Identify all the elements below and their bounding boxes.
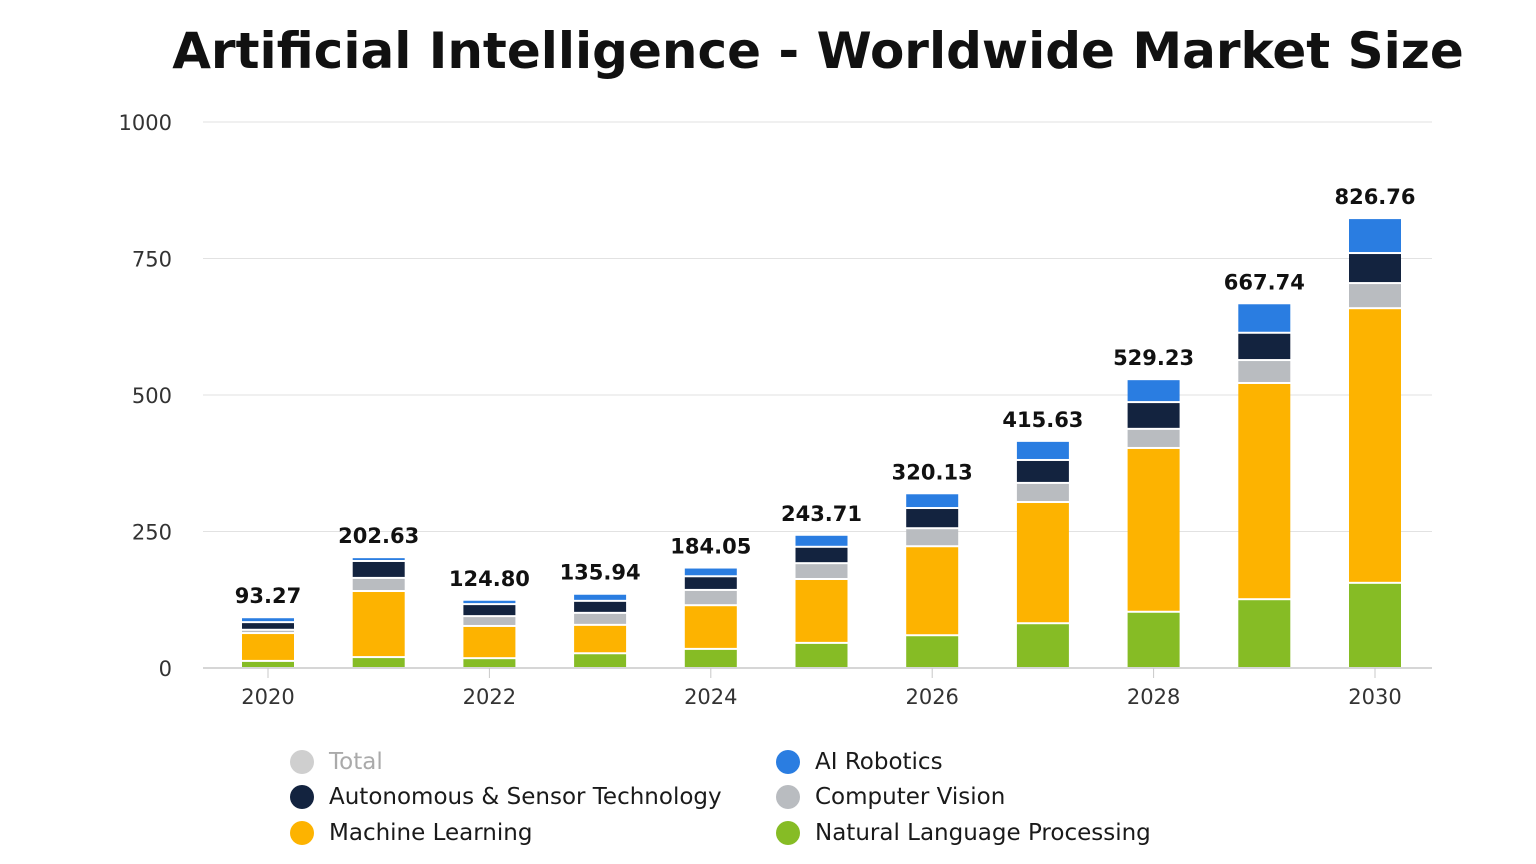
bar-segment-computer-vision <box>684 590 737 605</box>
legend-dot-icon <box>776 821 800 845</box>
legend-item-machine-learning[interactable]: Machine Learning <box>290 820 532 846</box>
data-label-total: 320.13 <box>892 460 973 484</box>
data-label-total: 826.76 <box>1334 185 1415 209</box>
y-tick-label: 250 <box>132 521 172 545</box>
bar-segment-machine-learning <box>352 592 405 657</box>
bar-segment-machine-learning <box>1016 503 1069 623</box>
bar-segment-autonomous-sensor-technology <box>1238 333 1291 360</box>
data-label-total: 667.74 <box>1224 270 1305 294</box>
bar-segment-natural-language-processing <box>906 636 959 667</box>
chart-title: Artificial Intelligence - Worldwide Mark… <box>172 22 1464 80</box>
bar-segment-ai-robotics <box>574 594 627 600</box>
bar-segment-natural-language-processing <box>1127 612 1180 667</box>
legend-label: Autonomous & Sensor Technology <box>329 784 722 810</box>
data-label-total: 184.05 <box>670 535 751 559</box>
bar-segment-computer-vision <box>795 564 848 579</box>
bar-segment-ai-robotics <box>906 494 959 508</box>
y-tick-label: 500 <box>132 384 172 408</box>
legend-label: Machine Learning <box>329 820 533 846</box>
bar-segment-ai-robotics <box>242 618 294 622</box>
bar-segment-computer-vision <box>1238 361 1291 382</box>
bar-segment-machine-learning <box>906 547 959 635</box>
bar-segment-natural-language-processing <box>242 661 294 667</box>
legend-item-computer-vision[interactable]: Computer Vision <box>776 784 1005 810</box>
bar-segment-ai-robotics <box>1016 441 1069 459</box>
legend-label: Natural Language Processing <box>815 820 1151 846</box>
bar-segment-natural-language-processing <box>1349 583 1401 667</box>
x-tick-label: 2020 <box>241 685 294 709</box>
bar-segment-computer-vision <box>906 529 959 546</box>
bar-segment-ai-robotics <box>352 558 405 560</box>
bar-segment-computer-vision <box>352 578 405 591</box>
bar-segment-computer-vision <box>1127 429 1180 447</box>
bar-segment-ai-robotics <box>1238 304 1291 332</box>
legend-dot-icon <box>290 821 314 845</box>
data-label-total: 135.94 <box>560 561 641 585</box>
bar-segment-autonomous-sensor-technology <box>1127 403 1180 428</box>
legend-label: Computer Vision <box>815 784 1006 810</box>
bar-segment-autonomous-sensor-technology <box>795 547 848 563</box>
bar-segment-natural-language-processing <box>463 659 516 667</box>
bar-segment-machine-learning <box>574 625 627 653</box>
bar-segment-natural-language-processing <box>574 654 627 667</box>
x-tick-label: 2026 <box>905 685 958 709</box>
legend-label: AI Robotics <box>815 749 943 775</box>
bar-segment-ai-robotics <box>1349 219 1401 253</box>
legend-item-autonomous-sensor[interactable]: Autonomous & Sensor Technology <box>290 784 722 810</box>
bar-segment-machine-learning <box>684 606 737 648</box>
bar-segment-computer-vision <box>574 613 627 624</box>
legend-dot-icon <box>776 750 800 774</box>
y-tick-label: 750 <box>132 248 172 272</box>
bar-segment-autonomous-sensor-technology <box>1349 254 1401 283</box>
bar-segment-machine-learning <box>463 626 516 658</box>
data-label-total: 529.23 <box>1113 346 1194 370</box>
bar-segment-ai-robotics <box>795 535 848 546</box>
legend-dot-icon <box>290 750 314 774</box>
bar-segment-natural-language-processing <box>795 643 848 667</box>
bar-segment-natural-language-processing <box>684 649 737 667</box>
bar-segment-autonomous-sensor-technology <box>574 601 627 612</box>
bar-segment-machine-learning <box>795 580 848 642</box>
bar-segment-machine-learning <box>1238 383 1291 599</box>
x-tick-label: 2028 <box>1127 685 1180 709</box>
bar-segment-natural-language-processing <box>1016 624 1069 667</box>
bar-segment-autonomous-sensor-technology <box>352 561 405 577</box>
x-tick-label: 2022 <box>463 685 516 709</box>
bar-segment-natural-language-processing <box>352 658 405 667</box>
data-label-total: 202.63 <box>338 524 419 548</box>
legend-item-ai-robotics[interactable]: AI Robotics <box>776 749 943 775</box>
data-label-total: 243.71 <box>781 502 862 526</box>
y-tick-label: 1000 <box>119 111 172 135</box>
legend-item-total[interactable]: Total <box>290 749 383 775</box>
y-tick-label: 0 <box>159 657 172 681</box>
x-tick-label: 2024 <box>684 685 737 709</box>
bar-segment-autonomous-sensor-technology <box>463 605 516 616</box>
bar-segment-ai-robotics <box>684 568 737 576</box>
legend-dot-icon <box>290 785 314 809</box>
bar-segment-computer-vision <box>463 617 516 625</box>
bar-segment-autonomous-sensor-technology <box>684 577 737 589</box>
bar-segment-computer-vision <box>242 630 294 633</box>
data-label-total: 124.80 <box>449 567 530 591</box>
bar-segment-machine-learning <box>1127 448 1180 611</box>
bar-segment-autonomous-sensor-technology <box>242 623 294 629</box>
data-label-total: 415.63 <box>1002 408 1083 432</box>
bar-segment-computer-vision <box>1349 284 1401 308</box>
bar-segment-ai-robotics <box>463 600 516 604</box>
bar-segment-natural-language-processing <box>1238 600 1291 667</box>
bar-segment-computer-vision <box>1016 483 1069 502</box>
bar-segment-ai-robotics <box>1127 380 1180 402</box>
data-label-total: 93.27 <box>235 584 301 608</box>
legend-label: Total <box>329 749 383 775</box>
legend-item-nlp[interactable]: Natural Language Processing <box>776 820 1151 846</box>
legend-dot-icon <box>776 785 800 809</box>
x-tick-label: 2030 <box>1348 685 1401 709</box>
bar-segment-machine-learning <box>242 634 294 660</box>
bar-segment-autonomous-sensor-technology <box>906 509 959 528</box>
bar-segment-machine-learning <box>1349 309 1401 582</box>
bar-segment-autonomous-sensor-technology <box>1016 460 1069 482</box>
